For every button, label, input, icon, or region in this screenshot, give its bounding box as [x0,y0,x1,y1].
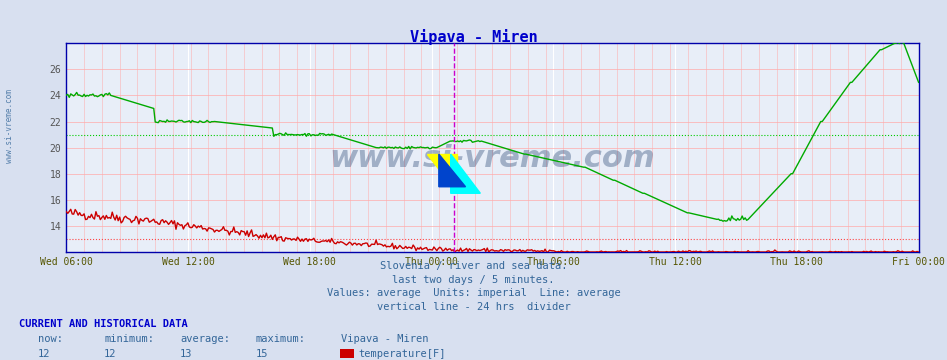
Text: now:: now: [38,334,63,344]
Text: Slovenia / river and sea data.: Slovenia / river and sea data. [380,261,567,271]
Text: CURRENT AND HISTORICAL DATA: CURRENT AND HISTORICAL DATA [19,319,188,329]
Text: 15: 15 [256,349,268,359]
Text: temperature[F]: temperature[F] [358,349,445,359]
Text: 13: 13 [180,349,192,359]
Text: vertical line - 24 hrs  divider: vertical line - 24 hrs divider [377,302,570,312]
Text: Values: average  Units: imperial  Line: average: Values: average Units: imperial Line: av… [327,288,620,298]
Text: last two days / 5 minutes.: last two days / 5 minutes. [392,275,555,285]
Polygon shape [427,154,456,193]
Text: www.si-vreme.com: www.si-vreme.com [5,89,14,163]
Text: 12: 12 [104,349,116,359]
Text: 12: 12 [38,349,50,359]
Polygon shape [438,154,466,187]
Text: maximum:: maximum: [256,334,306,344]
Text: minimum:: minimum: [104,334,154,344]
Text: Vipava - Miren: Vipava - Miren [410,29,537,45]
Text: Vipava - Miren: Vipava - Miren [341,334,428,344]
Text: average:: average: [180,334,230,344]
Polygon shape [451,154,480,193]
Text: www.si-vreme.com: www.si-vreme.com [330,144,655,172]
